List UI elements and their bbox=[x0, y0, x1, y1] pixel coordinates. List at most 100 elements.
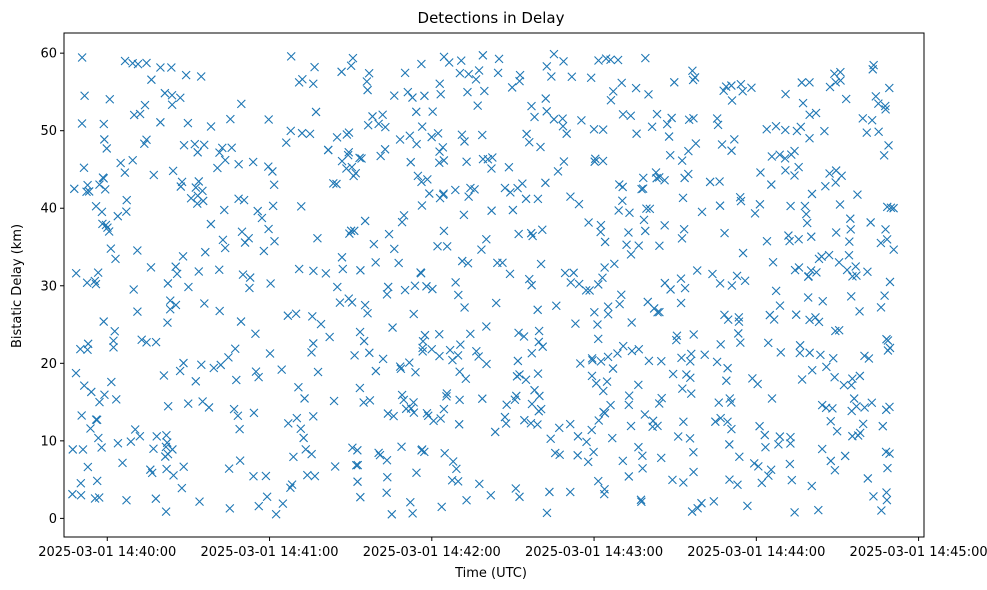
data-point bbox=[558, 121, 568, 131]
data-point bbox=[313, 233, 322, 243]
data-point bbox=[636, 497, 646, 507]
data-point bbox=[678, 193, 688, 203]
data-point bbox=[640, 410, 650, 419]
data-point bbox=[389, 91, 399, 101]
data-point bbox=[654, 173, 664, 182]
data-point bbox=[412, 139, 422, 149]
data-point bbox=[828, 353, 838, 363]
data-point bbox=[786, 201, 795, 211]
data-point bbox=[533, 194, 543, 204]
data-point bbox=[847, 374, 857, 384]
data-point bbox=[301, 445, 311, 454]
data-point bbox=[465, 329, 475, 339]
data-point bbox=[263, 162, 273, 172]
data-point bbox=[771, 121, 781, 131]
data-point bbox=[814, 317, 824, 327]
data-point bbox=[351, 460, 361, 470]
data-point bbox=[637, 184, 646, 194]
data-point bbox=[530, 112, 539, 122]
data-point bbox=[337, 156, 347, 166]
data-point bbox=[831, 228, 841, 237]
data-point bbox=[750, 209, 760, 218]
data-point bbox=[533, 305, 543, 315]
data-point bbox=[337, 67, 346, 77]
data-point bbox=[805, 315, 814, 325]
data-point bbox=[181, 70, 191, 80]
data-point bbox=[83, 345, 92, 355]
data-point bbox=[697, 207, 707, 217]
data-point bbox=[613, 55, 623, 65]
data-point bbox=[775, 150, 785, 160]
data-point bbox=[864, 354, 874, 363]
data-point bbox=[855, 307, 864, 316]
data-point bbox=[676, 298, 686, 308]
data-point bbox=[79, 381, 89, 391]
data-point bbox=[218, 235, 228, 245]
data-point bbox=[399, 210, 409, 220]
data-point bbox=[614, 206, 624, 215]
data-point bbox=[644, 90, 653, 99]
data-point bbox=[768, 257, 778, 267]
data-point bbox=[479, 86, 489, 96]
data-point bbox=[389, 244, 399, 254]
data-point bbox=[598, 386, 608, 396]
data-point bbox=[536, 259, 546, 269]
data-point bbox=[375, 450, 385, 460]
x-tick-label: 2025-03-01 14:43:00 bbox=[525, 545, 663, 560]
data-point bbox=[795, 348, 805, 358]
data-point bbox=[196, 360, 206, 370]
data-point bbox=[420, 91, 429, 101]
data-point bbox=[676, 274, 686, 284]
data-point bbox=[848, 271, 857, 281]
data-point bbox=[178, 251, 188, 261]
data-point bbox=[733, 329, 743, 338]
data-point bbox=[640, 226, 650, 236]
data-point bbox=[213, 163, 222, 173]
data-point bbox=[448, 355, 457, 365]
data-point bbox=[292, 413, 302, 423]
data-point bbox=[411, 367, 420, 377]
data-point bbox=[584, 218, 593, 227]
data-point bbox=[194, 177, 204, 186]
data-point bbox=[186, 193, 196, 203]
data-point bbox=[785, 236, 794, 246]
data-point bbox=[106, 377, 116, 387]
data-point bbox=[97, 443, 107, 452]
data-point bbox=[302, 470, 312, 480]
y-axis-label: Bistatic Delay (km) bbox=[10, 224, 25, 348]
data-point bbox=[99, 135, 109, 144]
data-point bbox=[110, 326, 120, 336]
data-point bbox=[683, 169, 693, 179]
data-point bbox=[805, 348, 815, 358]
data-point bbox=[490, 427, 500, 437]
data-point bbox=[409, 398, 418, 407]
data-point bbox=[169, 470, 178, 480]
data-point bbox=[206, 122, 216, 131]
data-point bbox=[439, 156, 449, 165]
data-point bbox=[281, 138, 291, 148]
data-point bbox=[283, 311, 293, 321]
data-point bbox=[794, 162, 804, 172]
data-point bbox=[346, 61, 356, 71]
data-point bbox=[311, 107, 321, 117]
data-point bbox=[622, 240, 631, 250]
data-point bbox=[378, 110, 388, 120]
data-point bbox=[587, 353, 597, 363]
data-point bbox=[606, 95, 616, 105]
data-point bbox=[179, 140, 189, 150]
data-point bbox=[363, 308, 372, 318]
data-point bbox=[618, 341, 628, 351]
data-point bbox=[240, 238, 250, 247]
data-point bbox=[780, 125, 790, 135]
data-point bbox=[191, 376, 201, 386]
data-point bbox=[368, 112, 377, 121]
data-point bbox=[209, 363, 219, 373]
data-point bbox=[227, 143, 237, 153]
data-point bbox=[720, 310, 729, 320]
data-point bbox=[840, 451, 850, 461]
data-point bbox=[626, 421, 636, 431]
data-point bbox=[535, 391, 544, 401]
data-point bbox=[735, 192, 745, 202]
data-point bbox=[853, 190, 862, 199]
data-point bbox=[167, 100, 177, 110]
